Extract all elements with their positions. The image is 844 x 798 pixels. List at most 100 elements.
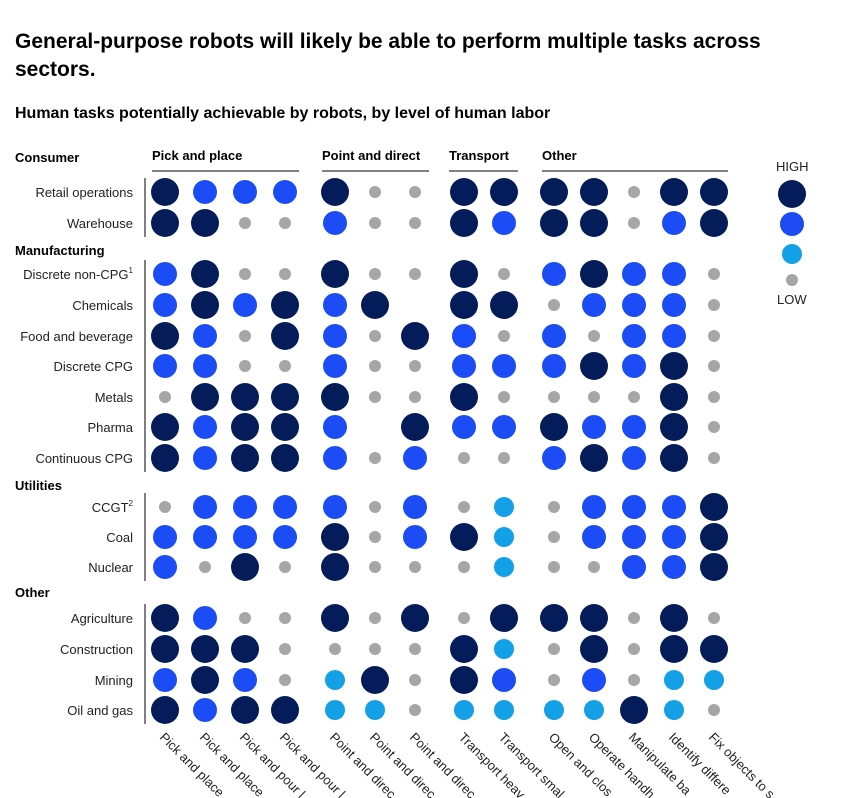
data-dot <box>151 444 179 472</box>
legend-dot <box>778 180 806 208</box>
data-dot <box>628 674 640 686</box>
data-dot <box>622 495 646 519</box>
data-dot <box>584 700 604 720</box>
data-dot <box>490 291 518 319</box>
data-dot <box>193 324 217 348</box>
data-dot <box>708 452 720 464</box>
row-label: Oil and gas <box>67 703 133 718</box>
data-dot <box>708 421 720 433</box>
data-dot <box>231 553 259 581</box>
data-dot <box>409 704 421 716</box>
data-dot <box>450 260 478 288</box>
data-dot <box>700 209 728 237</box>
data-dot <box>231 635 259 663</box>
data-dot <box>540 209 568 237</box>
data-dot <box>323 293 347 317</box>
data-dot <box>273 180 297 204</box>
data-dot <box>660 413 688 441</box>
data-dot <box>708 391 720 403</box>
data-dot <box>279 217 291 229</box>
data-dot <box>193 354 217 378</box>
data-dot <box>450 291 478 319</box>
data-dot <box>580 635 608 663</box>
data-dot <box>660 604 688 632</box>
row-label: Agriculture <box>71 611 133 626</box>
row-label: Mining <box>95 673 133 688</box>
data-dot <box>271 322 299 350</box>
chart-subtitle: Human tasks potentially achievable by ro… <box>15 105 551 122</box>
row-group-label: Consumer <box>15 150 79 165</box>
data-dot <box>279 674 291 686</box>
data-dot <box>153 555 177 579</box>
data-dot <box>159 391 171 403</box>
data-dot <box>708 268 720 280</box>
row-group-label: Utilities <box>15 478 62 493</box>
data-dot <box>662 324 686 348</box>
data-dot <box>588 330 600 342</box>
data-dot <box>369 643 381 655</box>
data-dot <box>664 700 684 720</box>
data-dot <box>628 186 640 198</box>
data-dot <box>323 324 347 348</box>
data-dot <box>548 531 560 543</box>
data-dot <box>452 354 476 378</box>
data-dot <box>544 700 564 720</box>
data-dot <box>542 354 566 378</box>
data-dot <box>231 383 259 411</box>
data-dot <box>321 383 349 411</box>
data-dot <box>369 501 381 513</box>
data-dot <box>271 444 299 472</box>
data-dot <box>271 383 299 411</box>
data-dot <box>450 635 478 663</box>
data-dot <box>622 324 646 348</box>
data-dot <box>700 178 728 206</box>
data-dot <box>582 293 606 317</box>
data-dot <box>582 415 606 439</box>
data-dot <box>239 612 251 624</box>
data-dot <box>233 525 257 549</box>
data-dot <box>193 446 217 470</box>
row-label: Discrete CPG <box>54 359 133 374</box>
data-dot <box>153 293 177 317</box>
legend-dot <box>780 212 804 236</box>
data-dot <box>450 383 478 411</box>
data-dot <box>321 553 349 581</box>
data-dot <box>450 523 478 551</box>
data-dot <box>628 391 640 403</box>
data-dot <box>321 604 349 632</box>
data-dot <box>329 643 341 655</box>
data-dot <box>660 383 688 411</box>
data-dot <box>622 262 646 286</box>
data-dot <box>708 360 720 372</box>
data-dot <box>498 330 510 342</box>
data-dot <box>279 643 291 655</box>
data-dot <box>494 700 514 720</box>
data-dot <box>628 612 640 624</box>
data-dot <box>401 322 429 350</box>
data-dot <box>490 178 518 206</box>
data-dot <box>191 291 219 319</box>
data-dot <box>233 668 257 692</box>
data-dot <box>708 330 720 342</box>
data-dot <box>622 525 646 549</box>
data-dot <box>159 501 171 513</box>
data-dot <box>369 452 381 464</box>
data-dot <box>369 360 381 372</box>
data-dot <box>662 262 686 286</box>
data-dot <box>369 186 381 198</box>
data-dot <box>403 525 427 549</box>
data-dot <box>271 413 299 441</box>
row-label: Food and beverage <box>20 329 133 344</box>
data-dot <box>403 446 427 470</box>
data-dot <box>369 217 381 229</box>
data-dot <box>700 493 728 521</box>
data-dot <box>492 668 516 692</box>
data-dot <box>548 391 560 403</box>
data-dot <box>498 391 510 403</box>
data-dot <box>704 670 724 690</box>
data-dot <box>233 495 257 519</box>
data-dot <box>409 186 421 198</box>
data-dot <box>369 561 381 573</box>
data-dot <box>365 700 385 720</box>
